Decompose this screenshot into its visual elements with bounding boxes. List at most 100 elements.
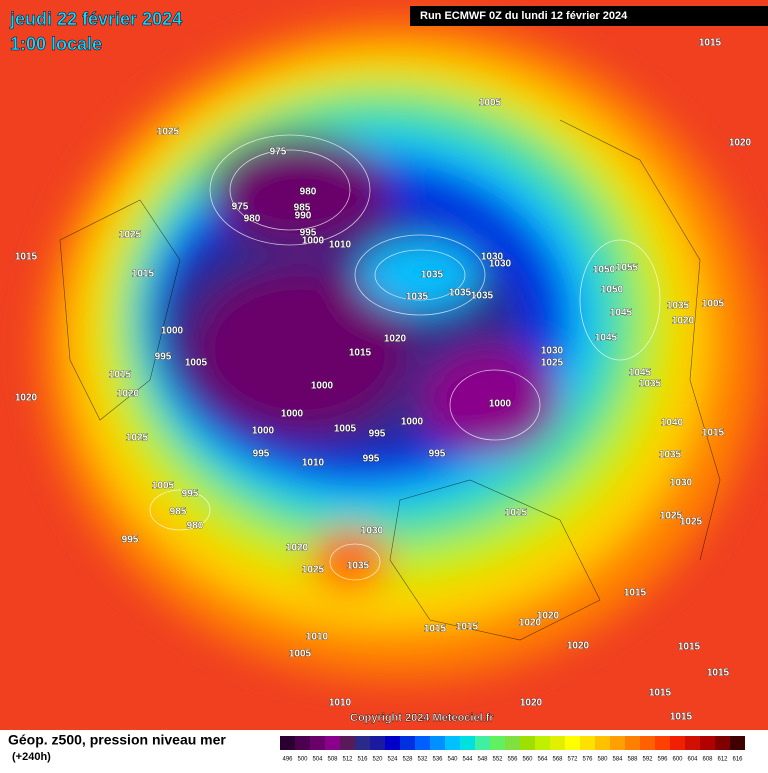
isobar-label: 1025: [126, 433, 149, 444]
isobar-label: 1025: [157, 127, 180, 138]
legend-swatch: [655, 736, 670, 750]
legend-swatch: [670, 736, 685, 750]
legend-label: 528: [402, 757, 413, 763]
isobar-label: 1045: [610, 308, 633, 319]
legend-label: 600: [672, 757, 683, 763]
isobar-label: 1020: [286, 543, 309, 554]
isobar-label: 980: [187, 521, 204, 532]
isobar-label: 1000: [401, 417, 424, 428]
isobar-label: 1025: [119, 230, 142, 241]
legend-label: 568: [552, 757, 563, 763]
legend-label: 552: [492, 757, 503, 763]
legend-swatch: [625, 736, 640, 750]
legend-label: 548: [477, 757, 488, 763]
isobar-label: 1025: [660, 511, 683, 522]
isobar-label: 1015: [505, 508, 528, 519]
legend-swatch: [310, 736, 325, 750]
isobar-label: 995: [369, 429, 386, 440]
legend-label: 516: [357, 757, 368, 763]
legend-swatch: [430, 736, 445, 750]
legend-swatch: [295, 736, 310, 750]
isobar-label: 1030: [670, 478, 693, 489]
legend-swatch: [535, 736, 550, 750]
legend-label: 588: [627, 757, 638, 763]
isobar-label: 1020: [729, 138, 752, 149]
legend-label: 496: [282, 757, 293, 763]
legend-swatch: [565, 736, 580, 750]
isobar-label: 995: [182, 489, 199, 500]
isobar-label: 1015: [109, 370, 132, 381]
isobar-label: 985: [294, 203, 311, 214]
isobar-label: 985: [170, 507, 187, 518]
isobar-label: 1050: [601, 285, 624, 296]
legend-swatch: [490, 736, 505, 750]
isobar-label: 1015: [649, 688, 672, 699]
legend-label: 560: [522, 757, 533, 763]
legend-swatch: [580, 736, 595, 750]
isobar-label: 1015: [456, 622, 479, 633]
legend-label: 580: [597, 757, 608, 763]
isobar-label: 980: [244, 214, 261, 225]
isobar-label: 1010: [302, 458, 325, 469]
legend-label: 576: [582, 757, 593, 763]
legend-label: 540: [447, 757, 458, 763]
legend-label: 608: [702, 757, 713, 763]
legend-label: 512: [342, 757, 353, 763]
legend-swatch: [700, 736, 715, 750]
legend-swatch: [610, 736, 625, 750]
legend-label: 572: [567, 757, 578, 763]
isobar-label: 1005: [289, 649, 312, 660]
isobar-label: 1000: [252, 426, 275, 437]
legend-swatch: [550, 736, 565, 750]
isobar-label: 1025: [680, 517, 703, 528]
isobar-label: 995: [363, 454, 380, 465]
isobar-label: 1035: [667, 301, 690, 312]
color-legend: 496 500 504 508 512 516 520 524 528 532 536 540 544 5…: [280, 736, 745, 763]
isobar-label: 1035: [406, 292, 429, 303]
isobar-label: 1005: [334, 424, 357, 435]
legend-swatch: [355, 736, 370, 750]
isobar-label: 1020: [117, 389, 140, 400]
legend-label: 596: [657, 757, 668, 763]
legend-swatch: [370, 736, 385, 750]
legend-swatch: [280, 736, 295, 750]
legend-label: 532: [417, 757, 428, 763]
isobar-label: 1015: [670, 712, 693, 723]
isobar-label: 1020: [384, 334, 407, 345]
isobar-label: 995: [155, 352, 172, 363]
isobar-label: 1000: [489, 399, 512, 410]
isobar-label: 1035: [471, 291, 494, 302]
isobar-label: 1045: [629, 368, 652, 379]
isobar-label: 1040: [661, 418, 684, 429]
legend-swatch: [415, 736, 430, 750]
isobar-label: 1005: [702, 299, 725, 310]
isobar-label: 980: [300, 187, 317, 198]
isobar-label: 1000: [302, 236, 325, 247]
run-banner: [410, 6, 768, 26]
isobar-label: 1020: [537, 611, 560, 622]
legend-swatch: [475, 736, 490, 750]
isobar-label: 995: [253, 449, 270, 460]
isobar-label: 1010: [329, 698, 352, 709]
legend-swatch: [325, 736, 340, 750]
isobar-label: 1045: [595, 333, 618, 344]
legend-swatch: [505, 736, 520, 750]
isobar-label: 1015: [678, 642, 701, 653]
isobar-label: 1015: [424, 624, 447, 635]
map-field: [0, 0, 768, 730]
isobar-label: 1015: [132, 269, 155, 280]
footer-subtitle: (+240h): [12, 751, 51, 763]
isobar-label: 1030: [481, 252, 504, 263]
isobar-labels: 1025100510151020975980975980985990995100…: [15, 37, 752, 723]
legend-swatch: [460, 736, 475, 750]
isobar-label: 975: [270, 147, 287, 158]
legend-swatch: [640, 736, 655, 750]
isobar-label: 1030: [361, 526, 384, 537]
isobar-label: 1000: [161, 326, 184, 337]
isobar-label: 1015: [624, 588, 647, 599]
forecast-time: 1:00 locale: [10, 34, 102, 54]
run-info: Run ECMWF 0Z du lundi 12 février 2024: [420, 10, 628, 22]
legend-label: 508: [327, 757, 338, 763]
legend-swatch: [400, 736, 415, 750]
isobar-label: 1020: [15, 393, 38, 404]
